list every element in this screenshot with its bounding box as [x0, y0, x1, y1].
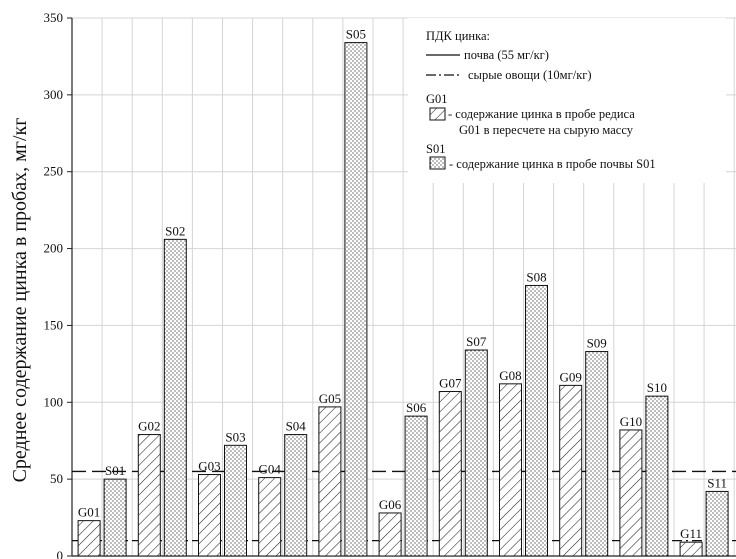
y-tick-label: 100: [44, 394, 64, 409]
bar-s07: [464, 349, 488, 557]
bar-label-s07: S07: [466, 334, 487, 349]
legend-s-text: - содержание цинка в пробе почвы S01: [449, 157, 656, 171]
legend-dots-swatch: [429, 156, 446, 170]
y-tick-label: 50: [50, 471, 63, 486]
bars: G01 G02 G03 G04 G05 G06 G07 G08 G09 G10 G11 S01 S02 S…: [77, 27, 729, 557]
bar-g08: [498, 383, 522, 557]
bar-label-g06: G06: [379, 497, 402, 512]
bar-label-s04: S04: [286, 419, 307, 434]
bar-label-g11: G11: [680, 526, 702, 541]
y-tick-label: 250: [44, 164, 64, 179]
bar-label-s10: S10: [647, 380, 667, 395]
bar-label-g05: G05: [319, 391, 341, 406]
y-tick-label: 150: [44, 317, 64, 332]
legend-g-text-1: - содержание цинка в пробе редиса: [448, 107, 635, 121]
bar-g05: [318, 406, 342, 557]
bar-g01: [77, 520, 101, 557]
bar-g04: [258, 477, 282, 557]
bar-g03: [197, 474, 221, 557]
bar-label-s08: S08: [526, 269, 546, 284]
bar-label-s11: S11: [707, 475, 727, 490]
bar-g06: [378, 512, 402, 557]
bar-s08: [524, 284, 548, 557]
bar-label-s06: S06: [406, 400, 427, 415]
bar-label-g08: G08: [499, 368, 521, 383]
bar-s11: [705, 490, 729, 557]
legend-s-code: S01: [426, 142, 445, 156]
bar-g11: [679, 541, 703, 557]
y-tick-label: 350: [44, 10, 64, 25]
bar-s01: [103, 478, 127, 557]
bar-label-s09: S09: [587, 336, 607, 351]
legend-g-text-2: G01 в пересчете на сырую массу: [459, 123, 634, 137]
bar-g10: [619, 429, 643, 557]
bar-label-g01: G01: [78, 505, 100, 520]
bar-s04: [284, 434, 308, 557]
y-tick-label: 0: [57, 548, 64, 559]
bar-label-s03: S03: [225, 429, 245, 444]
bar-s10: [645, 395, 669, 557]
bar-label-g02: G02: [138, 419, 160, 434]
legend: ПДК цинка: почва (55 мг/кг) сырые овощи …: [408, 18, 726, 183]
bar-label-s05: S05: [346, 27, 366, 42]
legend-g-code: G01: [426, 92, 448, 106]
bar-label-g07: G07: [439, 376, 462, 391]
bar-s03: [223, 444, 247, 557]
bar-s02: [163, 238, 187, 557]
grid: [71, 17, 736, 557]
bar-label-g03: G03: [198, 459, 220, 474]
legend-veg-label: сырые овощи (10мг/кг): [468, 68, 592, 82]
legend-hatch-swatch: [429, 107, 446, 121]
bar-label-s02: S02: [165, 223, 185, 238]
bar-label-s01: S01: [105, 463, 125, 478]
bar-s09: [585, 351, 609, 557]
legend-soil-label: почва (55 мг/кг): [464, 48, 549, 62]
y-axis-title: Среднее содержание цинка в пробах, мг/кг: [9, 118, 31, 483]
legend-title: ПДК цинка:: [426, 29, 490, 43]
bar-label-g09: G09: [560, 369, 582, 384]
bar-label-g04: G04: [259, 462, 282, 477]
bar-g02: [137, 434, 161, 557]
bar-s06: [404, 415, 428, 557]
bar-s05: [344, 42, 368, 557]
bar-label-g10: G10: [620, 414, 642, 429]
bar-g09: [559, 384, 583, 557]
y-tick-label: 300: [44, 87, 64, 102]
y-tick-label: 200: [44, 241, 64, 256]
bar-g07: [438, 391, 462, 557]
